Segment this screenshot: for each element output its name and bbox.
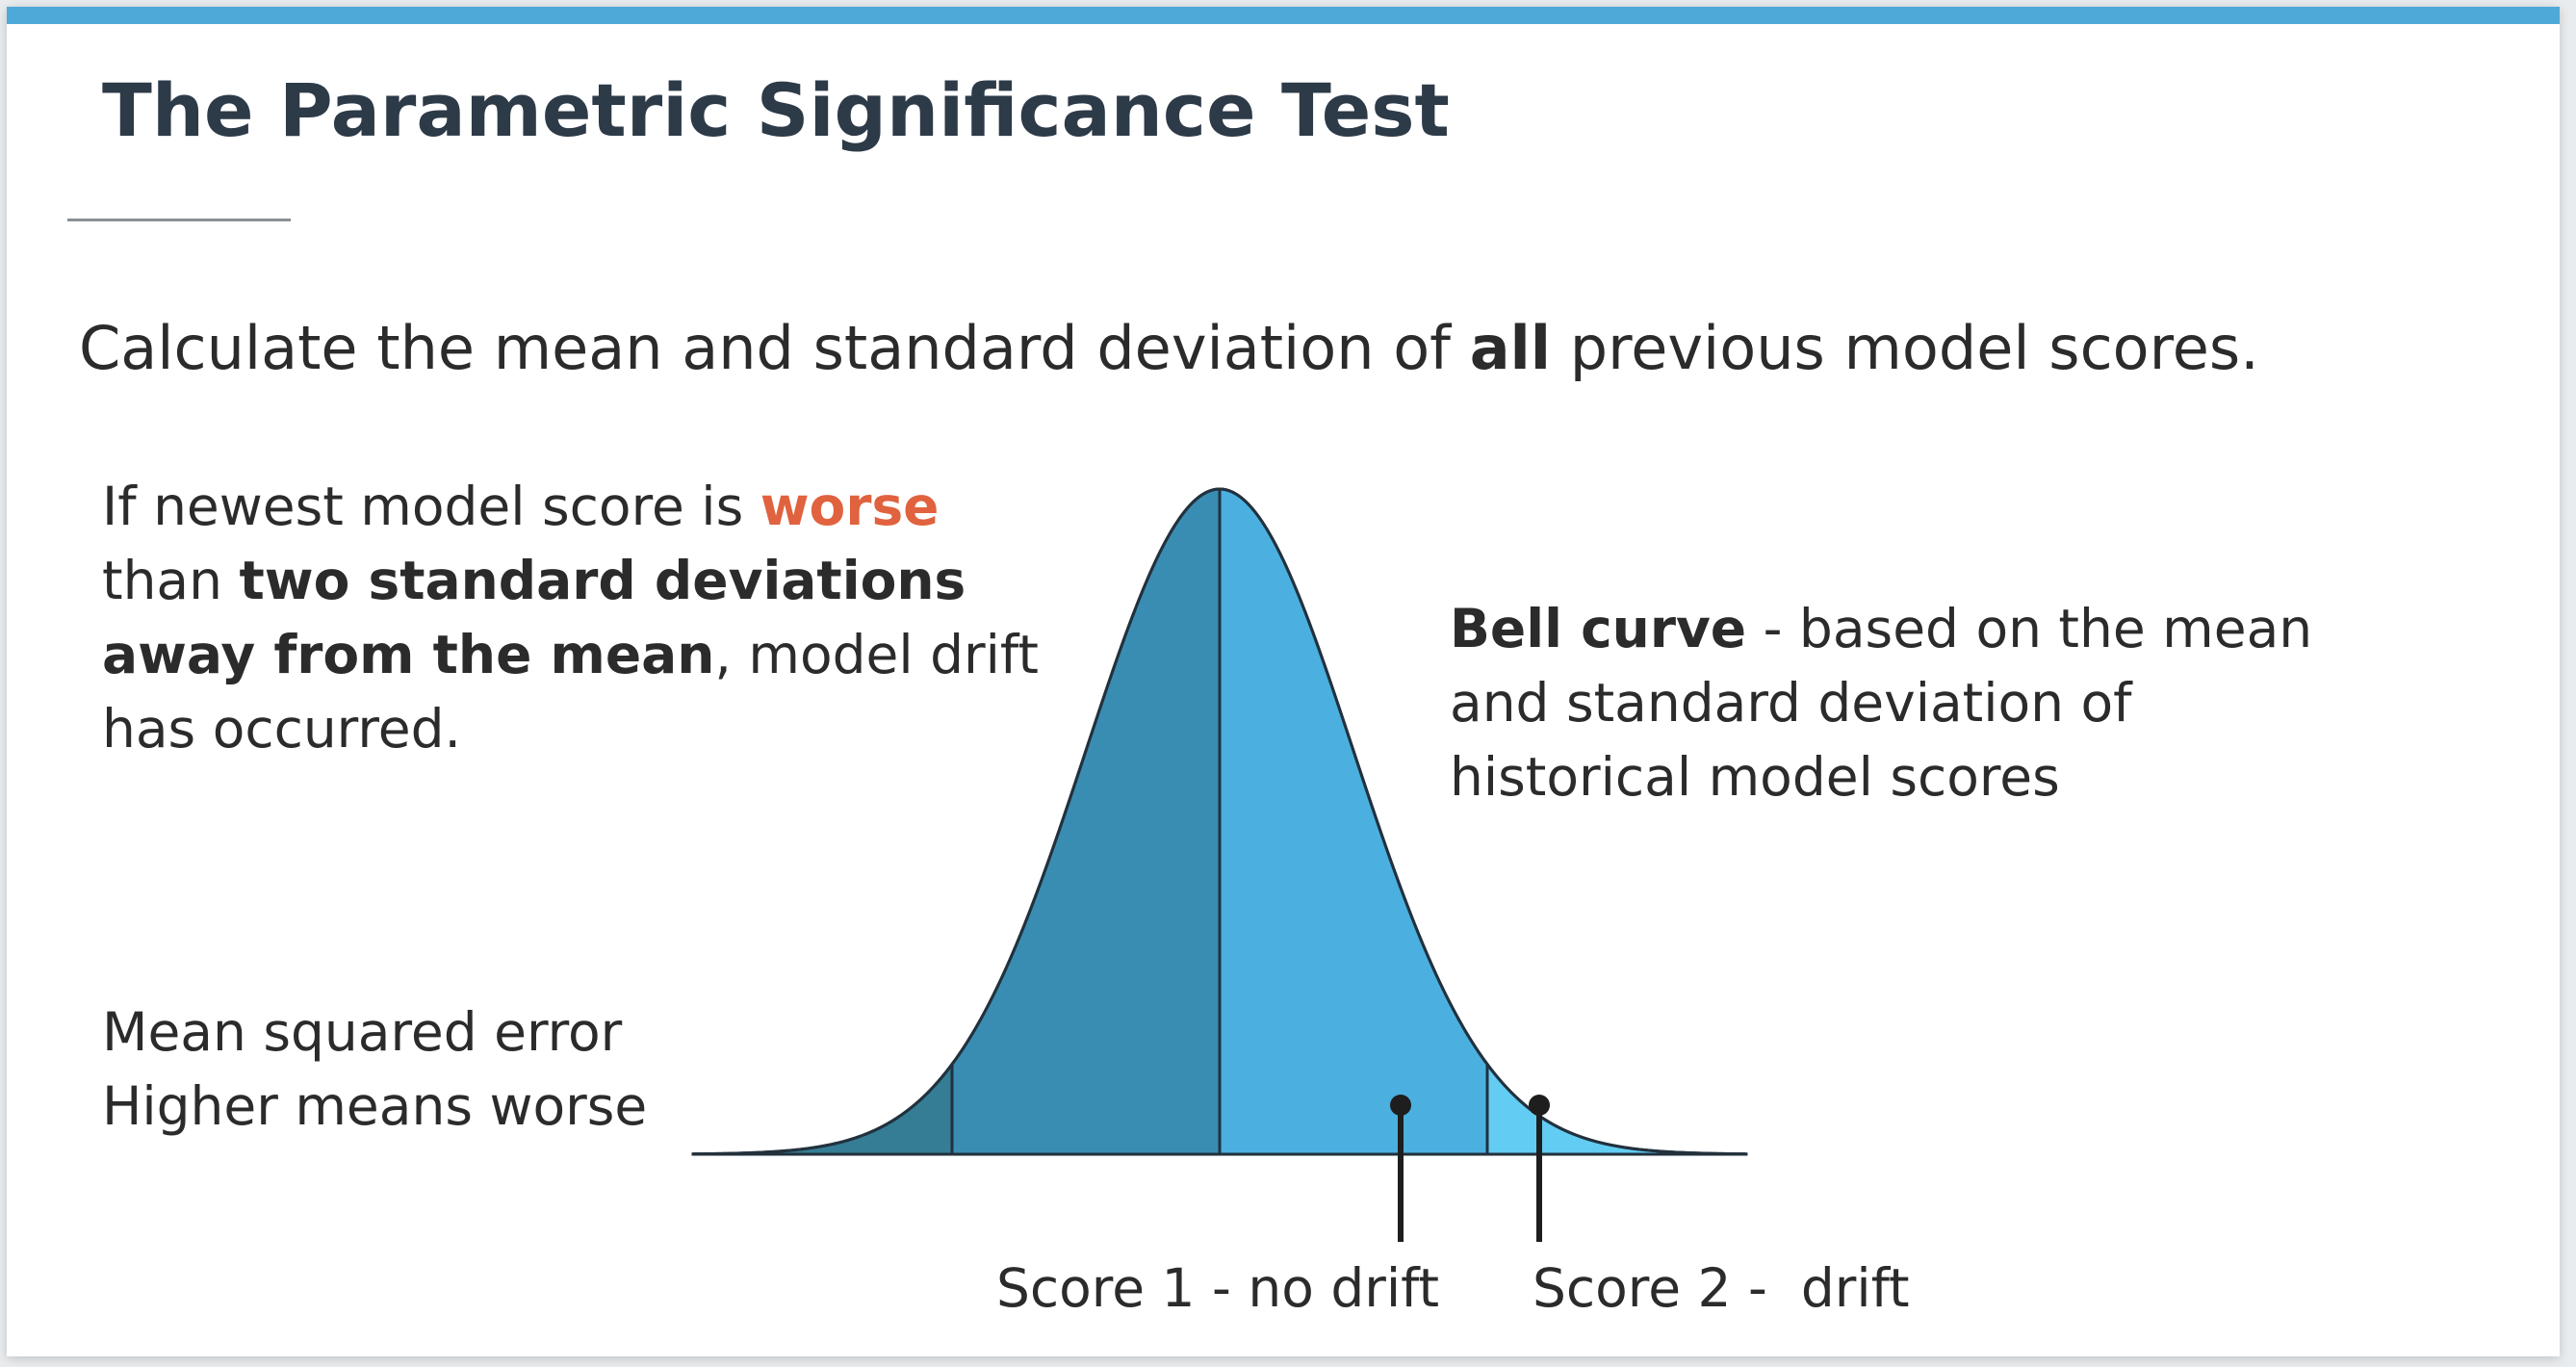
rule-part-1: If newest model score is xyxy=(102,476,760,537)
metric-line-2: Higher means worse xyxy=(102,1075,648,1137)
title-underline xyxy=(67,219,291,221)
subtitle-text-after: previous model scores. xyxy=(1551,313,2259,383)
score-2-marker xyxy=(1529,1095,1550,1116)
metric-note: Mean squared error Higher means worse xyxy=(102,995,680,1144)
bell-curve-note-bold: Bell curve xyxy=(1450,598,1747,659)
bell-curve-note: Bell curve - based on the mean and stand… xyxy=(1450,592,2316,814)
score-1-marker xyxy=(1390,1095,1411,1116)
rule-bold: two standard deviations away from the me… xyxy=(102,550,966,685)
bell-tail-right xyxy=(1485,1059,1748,1156)
drift-rule-text: If newest model score is worse than two … xyxy=(102,470,1065,766)
subtitle-text-bold: all xyxy=(1469,313,1552,383)
score-1-label: Score 1 - no drift xyxy=(996,1257,1440,1319)
metric-line-1: Mean squared error xyxy=(102,1001,623,1063)
score-2-label: Score 2 - drift xyxy=(1533,1257,1910,1319)
page-title: The Parametric Significance Test xyxy=(102,67,1450,153)
rule-worse-highlight: worse xyxy=(760,476,940,537)
subtitle: Calculate the mean and standard deviatio… xyxy=(79,313,2259,383)
bell-band-left xyxy=(950,487,1222,1156)
rule-part-2: than xyxy=(102,550,240,611)
rule-part-3: , model drift has occurred. xyxy=(102,624,1039,760)
bell-band-right xyxy=(1218,487,1489,1156)
subtitle-text-before: Calculate the mean and standard deviatio… xyxy=(79,313,1470,383)
bell-tail-left xyxy=(691,1059,954,1156)
bell-curve-note-text: - based on the mean and standard deviati… xyxy=(1450,598,2313,808)
